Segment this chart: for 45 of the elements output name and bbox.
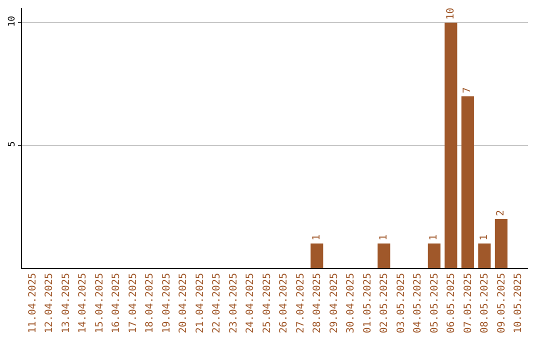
bar [378,243,390,268]
x-tick-label: 14.04.2025 [78,273,89,334]
data-label: 1 [478,234,490,240]
x-tick-label: 16.04.2025 [111,273,122,334]
x-tick-label: 02.05.2025 [379,273,390,334]
x-tick-label: 30.04.2025 [346,273,357,334]
data-label: 1 [311,234,322,240]
x-tick-label: 01.05.2025 [362,273,374,334]
data-label: 7 [462,87,474,94]
bar [310,243,324,268]
bar [461,96,474,268]
data-label: 1 [378,234,390,240]
x-tick-label: 22.04.2025 [212,273,223,334]
x-tick-label: 13.04.2025 [60,273,72,334]
x-tick-label: 18.04.2025 [144,273,156,334]
x-tick-label: 09.05.2025 [496,273,508,334]
bar [444,22,458,268]
x-tick-label: 07.05.2025 [462,273,474,334]
x-tick-label: 24.04.2025 [245,273,256,334]
x-tick-label: 28.04.2025 [312,273,324,334]
data-label: 10 [445,8,456,20]
x-tick-label: 23.04.2025 [228,273,240,334]
data-label: 1 [428,234,440,240]
x-tick-label: 21.04.2025 [194,273,206,334]
x-tick-label: 10.05.2025 [513,273,524,334]
bar [428,243,440,268]
x-tick-label: 25.04.2025 [262,273,273,334]
x-tick-label: 11.04.2025 [27,273,38,334]
data-label: 2 [496,210,507,216]
x-tick-label: 08.05.2025 [480,273,491,334]
x-tick-label: 26.04.2025 [278,273,290,334]
x-tick-label: 20.04.2025 [178,273,190,334]
x-tick-label: 29.04.2025 [328,273,340,334]
x-tick-label: 15.04.2025 [94,273,106,334]
x-tick-label: 05.05.2025 [429,273,440,334]
x-tick-label: 04.05.2025 [412,273,424,334]
x-tick-label: 27.04.2025 [295,273,306,334]
y-tick-label: 5 [7,141,18,147]
x-tick-label: 03.05.2025 [396,273,407,334]
bar [494,218,508,268]
x-tick-label: 12.04.2025 [44,273,56,334]
x-tick-label: 19.04.2025 [161,273,172,334]
bar [478,243,491,268]
x-tick-label: 17.04.2025 [128,273,139,334]
x-tick-label: 06.05.2025 [446,273,458,334]
